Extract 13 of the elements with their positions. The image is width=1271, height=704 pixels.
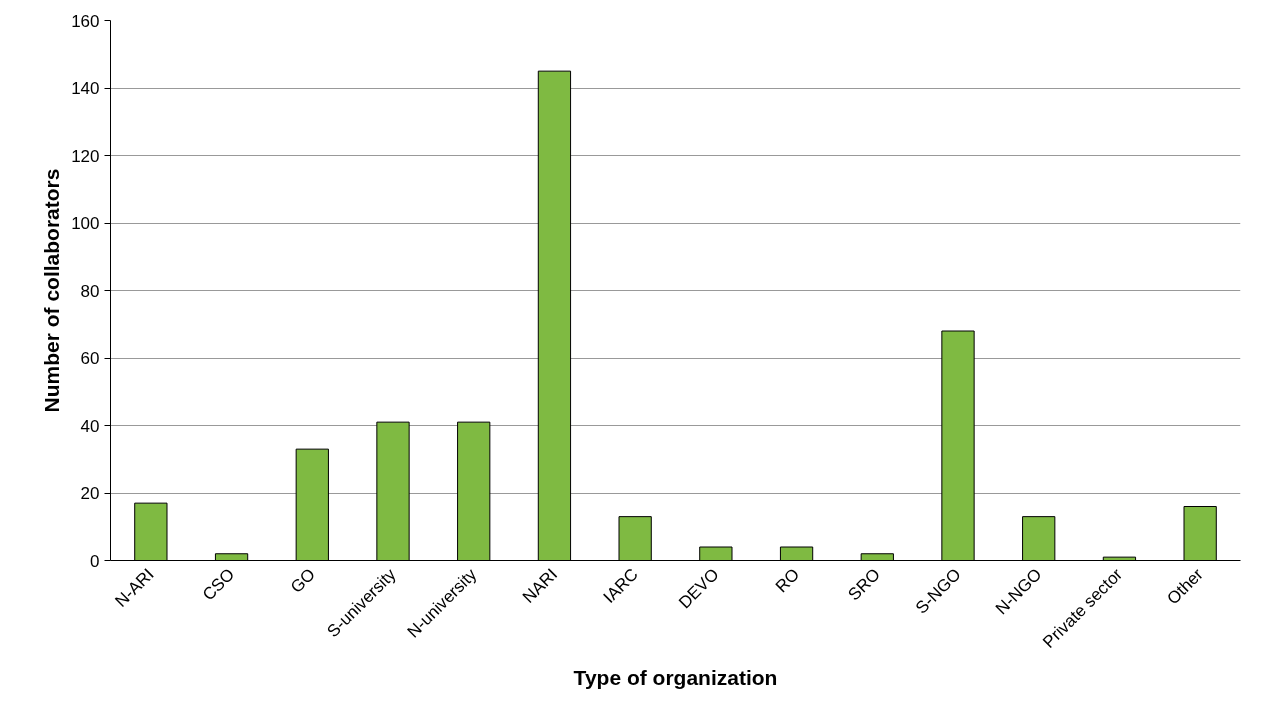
- y-tick-label: 20: [80, 484, 100, 503]
- y-tick-label: 160: [71, 11, 100, 31]
- x-tick-label: RO: [771, 564, 804, 597]
- x-axis-title: Type of organization: [573, 666, 778, 690]
- y-tick-label: 140: [71, 79, 100, 98]
- y-tick-label: 80: [80, 281, 100, 301]
- y-axis-title: Number of collaborators: [40, 168, 64, 413]
- y-tick-label: 40: [80, 416, 100, 436]
- y-tick-label: 60: [80, 349, 100, 368]
- y-tick-label: 100: [71, 214, 100, 233]
- y-tick-label: 120: [71, 146, 100, 166]
- x-tick-label: GO: [286, 564, 320, 597]
- y-tick-label: 0: [90, 551, 100, 571]
